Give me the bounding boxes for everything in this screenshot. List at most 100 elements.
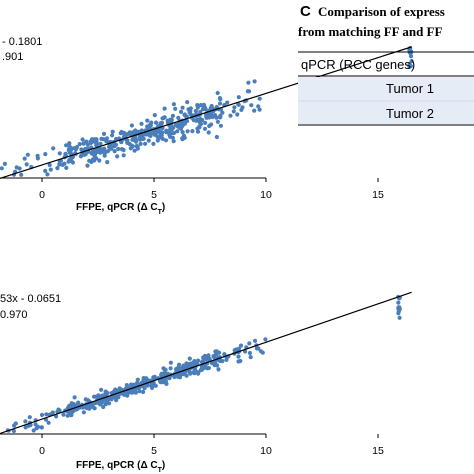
table-title-line-1: Comparison of express (318, 4, 445, 19)
data-point (22, 156, 27, 161)
data-point (171, 125, 176, 130)
data-point (47, 162, 52, 168)
data-point (236, 95, 241, 100)
data-point (239, 107, 244, 112)
data-point (168, 360, 173, 365)
panel-letter-c: C (300, 3, 311, 20)
data-point (35, 156, 41, 161)
data-point (202, 126, 208, 131)
data-point (39, 412, 45, 418)
scatter-panel-top: 0 5 10 15 - 0.1801 .901 FFPE, qPCR (Δ CT) (0, 36, 414, 216)
data-point (95, 142, 100, 147)
data-point (218, 358, 223, 363)
data-point (195, 103, 200, 108)
data-point (146, 125, 151, 130)
data-point (94, 137, 99, 142)
data-point (113, 387, 118, 392)
data-point (252, 79, 257, 84)
data-point (220, 110, 225, 115)
data-point (397, 305, 402, 310)
data-point (175, 129, 180, 134)
data-point (94, 394, 99, 399)
data-point (143, 141, 148, 146)
data-point (23, 425, 28, 430)
data-point (68, 151, 73, 156)
data-point (121, 147, 126, 153)
data-point (72, 395, 77, 400)
data-point (119, 139, 124, 144)
data-point (12, 423, 17, 428)
data-point (236, 354, 241, 359)
data-point (249, 103, 254, 108)
data-point (2, 161, 7, 166)
data-point (94, 400, 99, 405)
data-point (125, 138, 130, 143)
data-point (162, 115, 167, 120)
data-point (180, 365, 185, 370)
data-point (195, 126, 200, 131)
data-point (396, 311, 401, 316)
data-point (77, 142, 82, 147)
data-point (159, 133, 164, 138)
data-point (75, 402, 80, 407)
x-axis-label-bottom: FFPE, qPCR (Δ CT) (76, 460, 165, 474)
data-point (72, 146, 77, 151)
data-point (109, 391, 114, 396)
data-point (198, 103, 203, 108)
data-point (178, 109, 184, 114)
data-point (236, 102, 241, 107)
data-point (207, 115, 212, 120)
data-point (188, 371, 193, 376)
data-point (139, 121, 144, 126)
data-point (0, 166, 4, 171)
data-point (184, 364, 189, 369)
data-point (115, 154, 120, 159)
table-row-background-2 (298, 102, 474, 124)
data-point (159, 371, 164, 376)
data-point (177, 362, 182, 367)
data-point (65, 413, 70, 418)
data-point (175, 374, 180, 379)
trendline-top (0, 46, 412, 180)
data-point (238, 358, 243, 364)
data-point (209, 122, 214, 127)
data-point (187, 356, 192, 361)
data-point (142, 386, 147, 391)
data-point (224, 357, 229, 362)
data-point (109, 397, 114, 402)
data-point (146, 131, 151, 136)
data-point (246, 80, 251, 85)
data-point (104, 136, 110, 141)
data-point (11, 428, 16, 434)
data-point (97, 158, 102, 163)
data-point (225, 100, 230, 105)
data-point (171, 130, 177, 136)
data-point (89, 159, 94, 164)
data-point (60, 162, 65, 167)
data-point (247, 89, 252, 94)
data-point (236, 346, 242, 351)
data-point (162, 367, 167, 372)
data-point (257, 96, 262, 101)
data-point (63, 152, 68, 157)
data-point (162, 106, 167, 111)
data-point (31, 428, 36, 433)
data-point (129, 132, 134, 137)
data-point (135, 377, 140, 382)
data-point (218, 123, 223, 128)
x-tick-label-bottom: 5 (151, 445, 157, 457)
data-point (201, 106, 206, 111)
data-point (105, 160, 110, 165)
data-point (23, 419, 28, 424)
data-point (247, 341, 252, 346)
data-point (222, 352, 227, 357)
data-point (129, 382, 134, 387)
data-point (258, 349, 263, 354)
data-point (110, 129, 115, 134)
data-point (208, 106, 213, 111)
data-point (85, 163, 90, 168)
data-point (88, 139, 93, 144)
data-point (164, 381, 169, 386)
data-point (216, 367, 221, 372)
data-point (205, 366, 210, 371)
